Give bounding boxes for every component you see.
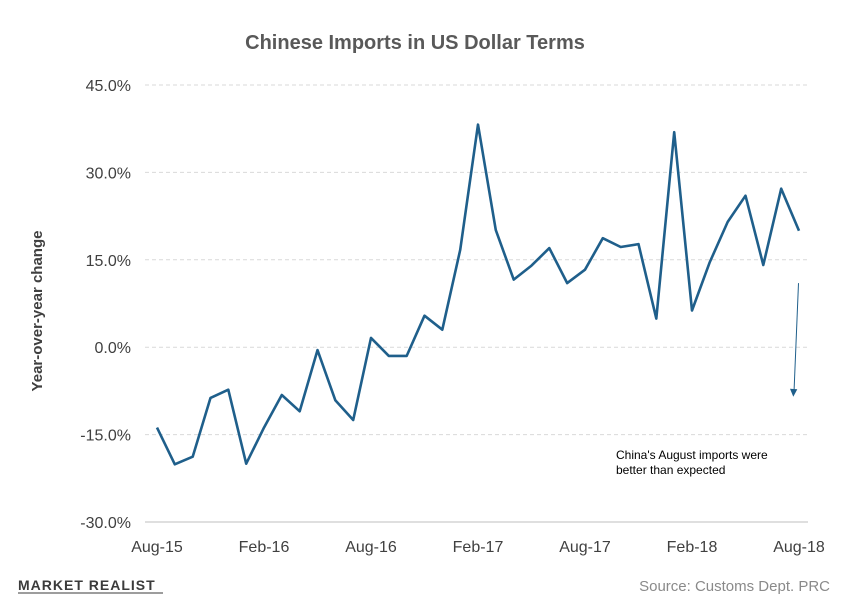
x-tick-label: Feb-17 [453, 539, 504, 556]
y-tick-label: 0.0% [95, 340, 131, 357]
y-tick-label: 15.0% [86, 253, 131, 270]
x-tick-label: Feb-16 [239, 539, 290, 556]
y-tick-label: -15.0% [80, 428, 131, 445]
logo-text: MARKET REALIST [18, 577, 156, 593]
y-tick-label: 45.0% [86, 78, 131, 95]
y-tick-label: 30.0% [86, 165, 131, 182]
x-tick-label: Aug-18 [773, 539, 825, 556]
series-layer [155, 123, 801, 466]
x-tick-labels: Aug-15 Feb-16 Aug-16 Feb-17 Aug-17 Feb-18 Aug-… [131, 539, 825, 556]
x-tick-label: Aug-17 [559, 539, 611, 556]
source-note: Source: Customs Dept. PRC [639, 578, 830, 595]
annotation-arrow [793, 283, 799, 390]
y-tick-labels: 45.0% 30.0% 15.0% 0.0% -15.0% -30.0% [80, 78, 131, 532]
annotation-text-line1: China's August imports were [616, 448, 768, 462]
y-axis-label: Year-over-year change [29, 231, 46, 392]
grid-lines [145, 84, 808, 523]
annotation-arrowhead [790, 388, 798, 397]
market-realist-logo: MARKET REALIST [18, 577, 163, 594]
y-tick-label: -30.0% [80, 515, 131, 532]
x-tick-label: Aug-16 [345, 539, 397, 556]
chart-title: Chinese Imports in US Dollar Terms [245, 32, 585, 54]
x-tick-label: Feb-18 [667, 539, 718, 556]
series-line [155, 123, 801, 466]
annotation-text-line2: better than expected [616, 463, 725, 477]
x-tick-label: Aug-15 [131, 539, 183, 556]
annotation: China's August imports were better than … [616, 283, 799, 477]
